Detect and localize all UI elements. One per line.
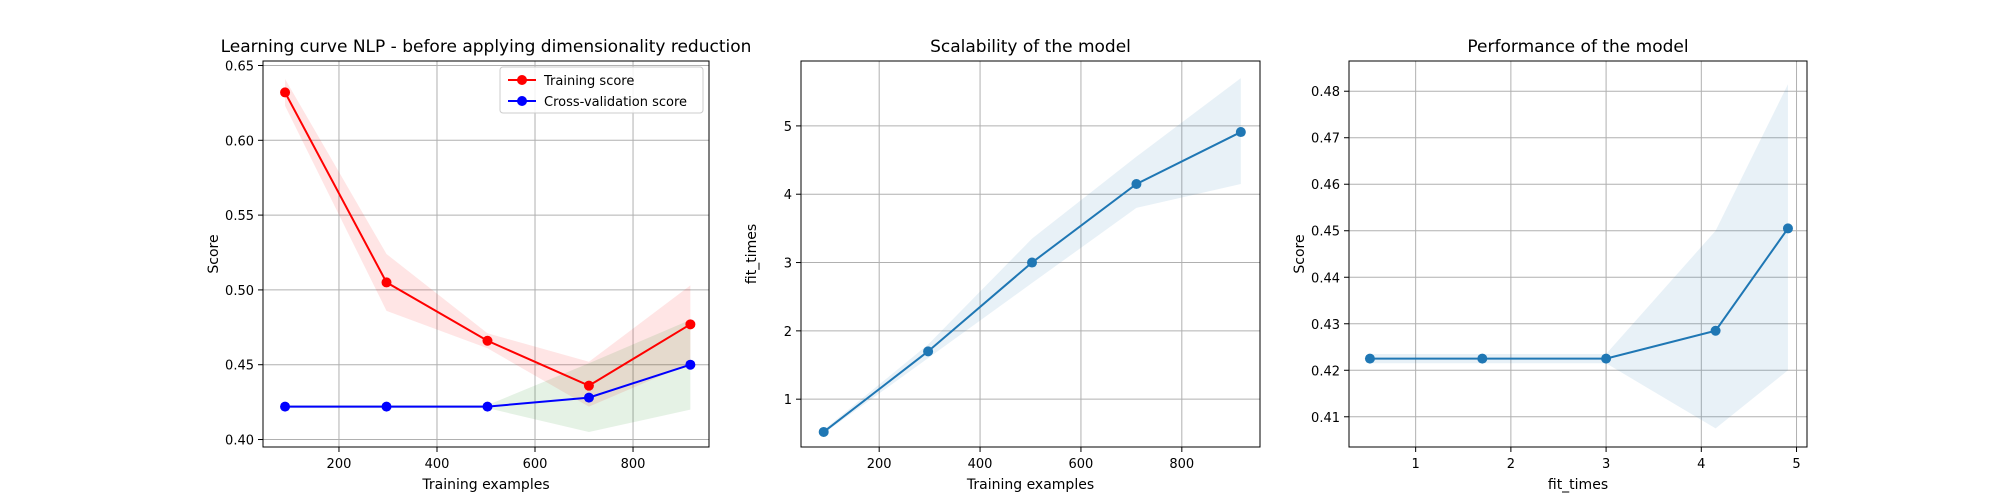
data-point (280, 401, 291, 412)
data-point (482, 401, 493, 412)
y-tick-label: 0.43 (1311, 318, 1340, 333)
x-tick-label: 400 (968, 457, 993, 472)
chart-1: 200 400 600 800 0.40 0.45 0.50 0.55 0.60 0.65 Lear… (206, 37, 751, 493)
data-point (685, 359, 696, 370)
axes-frame (262, 60, 710, 448)
y-tick-label: 0.45 (225, 359, 254, 374)
chart-title: Performance of the model (1467, 37, 1688, 57)
data-point (1131, 178, 1142, 189)
y-tick-label: 3 (784, 257, 792, 272)
legend-marker (517, 96, 527, 106)
axes-frame (1348, 60, 1808, 448)
x-tick-label: 3 (1602, 457, 1610, 472)
confidence-band (823, 78, 1241, 434)
x-tick-label: 800 (1169, 457, 1194, 472)
legend-label: Cross-validation score (544, 95, 687, 110)
data-point (1235, 127, 1246, 138)
y-tick-label: 0.60 (225, 134, 254, 149)
y-tick-label: 5 (784, 120, 792, 135)
y-tick-label: 2 (784, 325, 792, 340)
confidence-band (285, 319, 691, 433)
x-tick-label: 5 (1792, 457, 1800, 472)
y-tick-label: 0.55 (225, 209, 254, 224)
y-tick-label: 0.47 (1311, 132, 1340, 147)
y-tick-label: 0.65 (225, 59, 254, 74)
x-axis-label: fit_times (1548, 477, 1608, 493)
chart-2: 200 400 600 800 1 2 3 4 5 Scalability of the mode… (744, 37, 1261, 493)
data-point (1710, 325, 1721, 336)
y-tick-label: 0.48 (1311, 85, 1340, 100)
legend-box (499, 66, 704, 114)
x-tick-label: 200 (327, 457, 352, 472)
x-tick-label: 2 (1507, 457, 1515, 472)
chart-title: Scalability of the model (930, 37, 1131, 57)
x-tick-label: 600 (1069, 457, 1094, 472)
y-tick-label: 4 (784, 188, 792, 203)
x-tick-label: 800 (621, 457, 646, 472)
data-point (381, 277, 392, 288)
y-tick-label: 0.44 (1311, 271, 1340, 286)
data-point (818, 426, 829, 437)
y-axis-label: fit_times (744, 224, 760, 284)
x-axis-label: Training examples (966, 477, 1094, 493)
x-axis-label: Training examples (421, 477, 549, 493)
legend-marker (517, 75, 527, 85)
data-point (583, 380, 594, 391)
x-tick-label: 200 (867, 457, 892, 472)
data-point (381, 401, 392, 412)
x-tick-label: 400 (425, 457, 450, 472)
y-axis-label: Score (206, 234, 222, 273)
x-tick-label: 4 (1697, 457, 1705, 472)
data-point (482, 335, 493, 346)
charts: 200 400 600 800 0.40 0.45 0.50 0.55 0.60 0.65 Lear… (206, 37, 1808, 493)
data-point (1782, 223, 1793, 234)
data-point (923, 346, 934, 357)
chart-title: Learning curve NLP - before applying dim… (221, 37, 752, 57)
confidence-band (1369, 84, 1788, 429)
y-tick-label: 0.42 (1311, 364, 1340, 379)
data-point (1364, 353, 1375, 364)
y-tick-label: 0.40 (225, 434, 254, 449)
data-point (1601, 353, 1612, 364)
y-tick-label: 1 (784, 393, 792, 408)
legend: Training score Cross-validation score (499, 66, 704, 114)
data-point (1027, 257, 1038, 268)
legend-label: Training score (543, 74, 634, 89)
data-point (583, 392, 594, 403)
chart-3: 1 2 3 4 5 0.41 0.42 0.43 0.44 0.45 0.46 0.47 0.48 Per… (1292, 37, 1808, 493)
axes-frame (800, 60, 1261, 448)
y-axis-label: Score (1292, 234, 1308, 273)
y-tick-label: 0.50 (225, 284, 254, 299)
y-tick-label: 0.45 (1311, 225, 1340, 240)
data-point (1477, 353, 1488, 364)
x-tick-label: 1 (1412, 457, 1420, 472)
y-tick-label: 0.46 (1311, 178, 1340, 193)
x-tick-label: 600 (523, 457, 548, 472)
data-point (685, 319, 696, 330)
y-tick-label: 0.41 (1311, 411, 1340, 426)
data-point (280, 87, 291, 98)
